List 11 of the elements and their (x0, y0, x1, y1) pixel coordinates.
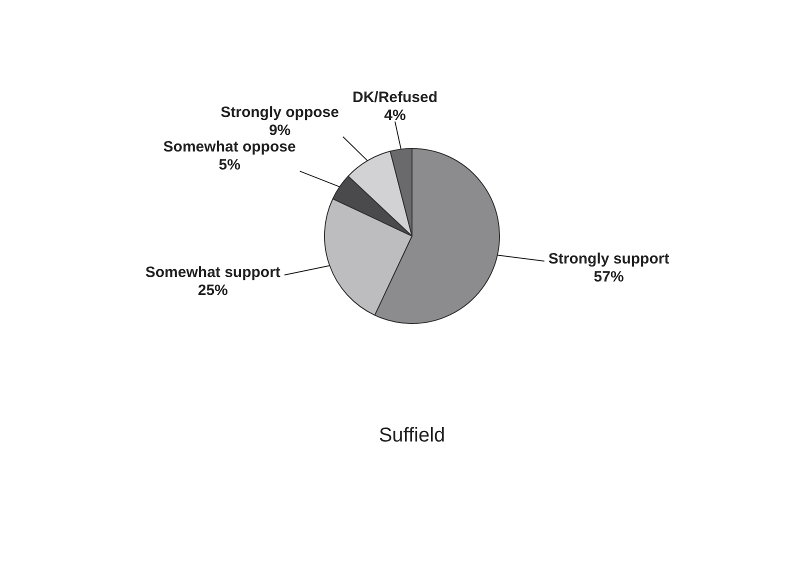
data-label: 57% (594, 268, 624, 286)
text: Suffield (378, 424, 446, 447)
slice-label: Somewhat oppose (163, 138, 296, 156)
slice-label: Strongly support (548, 250, 670, 268)
slice-label: Somewhat support (145, 264, 280, 282)
data-label: 25% (198, 282, 228, 300)
data-label: 9% (268, 122, 291, 139)
slice-label: DK/Refused (352, 88, 438, 106)
slice-label: Strongly oppose (220, 104, 339, 121)
data-label: 4% (384, 106, 406, 124)
data-label: 5% (218, 156, 240, 174)
